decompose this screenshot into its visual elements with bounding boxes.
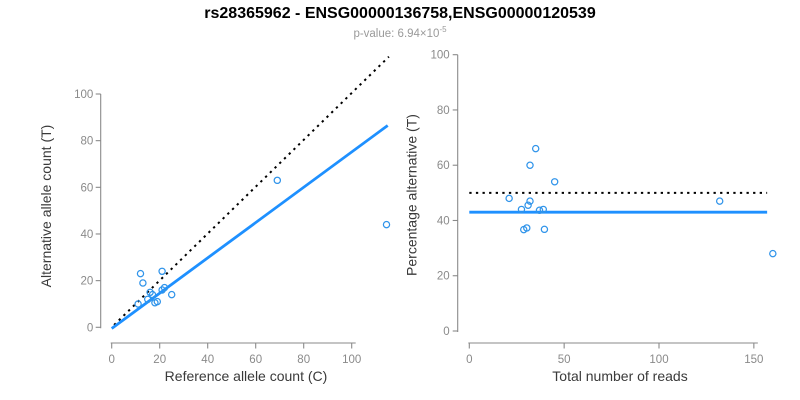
right-data-point <box>550 178 559 186</box>
right-data-point <box>539 205 548 214</box>
left-data-point <box>273 176 282 185</box>
pvalue-exponent: -5 <box>439 25 447 34</box>
left-data-point <box>382 220 391 229</box>
left-data-point <box>148 290 157 299</box>
right-x-axis-title: Total number of reads <box>552 368 687 384</box>
plot-subtitle: p-value: 6.94×10-5 <box>0 25 800 40</box>
left-x-axis-title: Reference allele count (C) <box>165 368 328 384</box>
left-data-point <box>146 288 154 297</box>
left-y-tick-label: 20 <box>81 276 94 288</box>
right-y-tick-label: 100 <box>431 50 450 62</box>
right-y-tick-label: 40 <box>437 215 450 227</box>
left-data-point <box>167 290 176 299</box>
left-x-tick-label: 80 <box>297 354 310 366</box>
pvalue-mantissa: 6.94×10 <box>397 27 440 40</box>
left-y-tick-label: 80 <box>81 136 94 148</box>
left-y-axis-title: Alternative allele count (T) <box>38 125 54 288</box>
right-y-tick-label: 20 <box>437 271 450 283</box>
left-data-point <box>158 267 166 276</box>
right-data-point <box>535 206 544 214</box>
plot-title: rs28365962 - ENSG00000136758,ENSG0000012… <box>204 5 596 22</box>
left-data-point <box>153 297 162 306</box>
left-y-tick-label: 40 <box>81 229 94 241</box>
left-data-point <box>139 279 147 287</box>
right-data-point <box>505 194 513 203</box>
right-y-tick-label: 0 <box>443 326 449 338</box>
left-y-tick-label: 0 <box>87 322 93 334</box>
right-data-point <box>715 197 724 205</box>
left-data-point <box>136 269 145 278</box>
right-data-point <box>526 197 534 205</box>
left-y-tick-label: 60 <box>81 182 94 194</box>
right-data-point <box>526 161 534 169</box>
left-x-tick-label: 60 <box>249 354 262 366</box>
left-data-point <box>143 295 152 304</box>
right-x-tick-label: 0 <box>466 354 472 366</box>
right-data-point <box>517 205 526 214</box>
right-x-tick-label: 100 <box>649 354 668 366</box>
right-y-tick-label: 60 <box>437 160 450 172</box>
left-x-tick-label: 0 <box>108 354 114 366</box>
right-data-point <box>531 144 540 153</box>
left-data-point <box>134 300 142 308</box>
left-regression-line <box>110 124 389 330</box>
left-y-tick-label: 100 <box>74 89 93 101</box>
right-y-tick-label: 80 <box>437 105 450 117</box>
left-data-point <box>160 283 169 292</box>
right-x-tick-label: 150 <box>744 354 763 366</box>
left-x-tick-label: 100 <box>342 354 361 366</box>
right-x-tick-label: 50 <box>558 354 571 366</box>
left-x-tick-label: 20 <box>153 354 166 366</box>
right-y-axis-title: Percentage alternative (T) <box>404 114 420 276</box>
left-x-tick-label: 40 <box>201 354 214 366</box>
right-data-point <box>523 224 531 232</box>
right-data-point <box>524 201 532 210</box>
right-data-point <box>540 225 549 234</box>
left-data-point <box>158 286 166 294</box>
left-identity-line <box>113 55 390 326</box>
pvalue-prefix: p-value: <box>353 27 398 40</box>
right-data-point <box>769 249 777 258</box>
